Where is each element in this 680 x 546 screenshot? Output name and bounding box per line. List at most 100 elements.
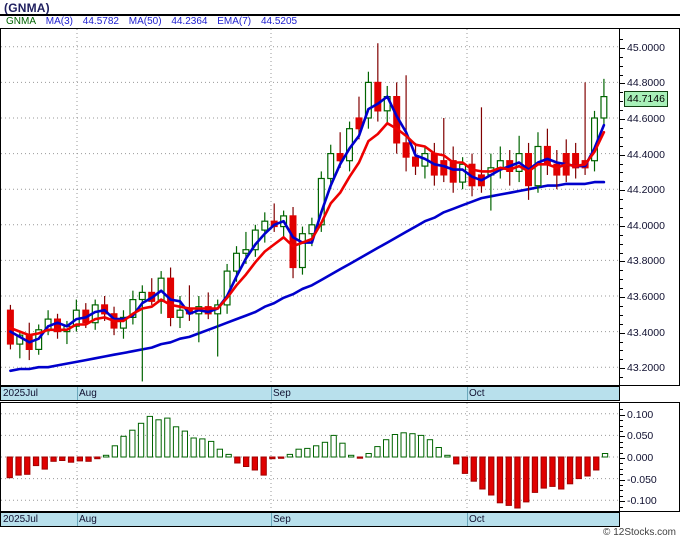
macd-tick-label: 0.050 <box>627 430 654 443</box>
macd-minor-tick <box>620 474 623 476</box>
date-axis-label: Sep <box>273 514 291 525</box>
price-minor-tick <box>620 154 623 156</box>
date-axis-label: Aug <box>79 388 97 399</box>
price-tick-label: 43.8000 <box>627 255 665 268</box>
price-minor-tick <box>620 270 623 272</box>
macd-minor-tick <box>620 485 623 486</box>
price-minor-tick <box>620 101 623 103</box>
macd-minor-tick <box>620 425 623 427</box>
macd-minor-tick <box>620 463 623 465</box>
macd-minor-tick <box>620 431 623 432</box>
price-tick-label: 44.4000 <box>627 148 665 161</box>
price-tick-label: 43.2000 <box>627 362 665 375</box>
macd-chart-panel[interactable] <box>0 402 620 512</box>
legend-ma3-value: 44.5782 <box>82 16 119 27</box>
price-minor-tick <box>620 74 623 76</box>
price-minor-tick <box>620 110 623 112</box>
price-minor-tick <box>620 234 623 236</box>
price-minor-tick <box>620 216 623 218</box>
macd-minor-tick <box>620 506 623 508</box>
price-minor-tick <box>620 297 623 298</box>
macd-tick-label: -0.100 <box>627 495 657 508</box>
price-minor-tick <box>620 119 623 120</box>
price-minor-tick <box>620 172 623 174</box>
macd-tick-label: 0.000 <box>627 452 654 464</box>
price-chart-panel[interactable] <box>0 28 620 386</box>
legend-symbol: GNMA <box>6 16 36 27</box>
price-tick-label: 44.2000 <box>627 184 665 197</box>
legend-ema7-label: EMA(7) <box>217 16 252 27</box>
date-axis-separator <box>77 513 78 526</box>
price-minor-tick <box>620 341 623 343</box>
macd-tick-label: 0.100 <box>627 408 654 421</box>
price-tick-label: 45.0000 <box>627 41 665 54</box>
macd-minor-tick <box>620 447 623 449</box>
price-minor-tick <box>620 359 623 361</box>
price-minor-tick <box>620 56 623 58</box>
date-axis-top: 2025Jul Aug Sep Oct <box>0 386 620 401</box>
price-minor-tick <box>620 323 623 325</box>
legend-ma50-value: 44.2364 <box>171 16 208 27</box>
price-tick-label: 44.0000 <box>627 219 665 232</box>
date-axis-separator <box>271 513 272 526</box>
date-axis-label: Sep <box>273 388 291 399</box>
price-minor-tick <box>620 288 623 290</box>
date-axis-label: Oct <box>469 388 485 399</box>
price-minor-tick <box>620 47 623 49</box>
date-axis-label: Oct <box>469 514 485 525</box>
price-minor-tick <box>620 332 623 334</box>
price-minor-tick <box>620 163 623 165</box>
price-minor-tick <box>620 181 623 183</box>
price-tick-label: 43.4000 <box>627 326 665 339</box>
macd-minor-tick <box>620 414 623 416</box>
price-minor-tick <box>620 377 623 379</box>
title-divider <box>0 14 680 16</box>
macd-axis: 0.100 0.050 0.000 -0.050 -0.100 <box>620 402 680 512</box>
macd-minor-tick <box>620 479 623 481</box>
date-axis-label: 2025Jul <box>3 388 39 399</box>
macd-minor-tick <box>620 458 623 459</box>
price-axis: 45.0000 44.8000 44.6000 44.4000 44.2000 44.00… <box>620 28 680 386</box>
price-minor-tick <box>620 92 623 94</box>
legend-ma3-label: MA(3) <box>45 16 74 27</box>
date-axis-separator <box>467 387 468 400</box>
current-price-badge: 44.7146 <box>624 90 668 107</box>
price-tick-label: 43.6000 <box>627 291 665 303</box>
macd-minor-tick <box>620 436 623 438</box>
price-minor-tick <box>620 208 623 209</box>
macd-minor-tick <box>620 468 623 470</box>
price-minor-tick <box>620 305 623 307</box>
price-minor-tick <box>620 65 623 67</box>
price-minor-tick <box>620 252 623 254</box>
price-minor-tick <box>620 38 623 40</box>
legend-ma50-label: MA(50) <box>128 16 162 27</box>
date-axis-label: Aug <box>79 514 97 525</box>
price-minor-tick <box>620 243 623 245</box>
price-minor-tick <box>620 190 623 192</box>
price-tick-label: 44.6000 <box>627 113 665 125</box>
macd-minor-tick <box>620 452 623 454</box>
macd-minor-tick <box>620 501 623 503</box>
price-minor-tick <box>620 350 623 352</box>
price-minor-tick <box>620 136 623 138</box>
price-tick-label: 44.8000 <box>627 77 665 90</box>
window-title: (GNMA) <box>4 1 50 15</box>
macd-minor-tick <box>620 409 623 411</box>
legend-ema7-value: 44.5205 <box>260 16 298 27</box>
price-minor-tick <box>620 127 623 129</box>
date-axis-separator <box>271 387 272 400</box>
price-minor-tick <box>620 83 623 85</box>
date-axis-label: 2025Jul <box>3 514 39 525</box>
price-minor-tick <box>620 199 623 201</box>
macd-minor-tick <box>620 495 623 497</box>
price-minor-tick <box>620 368 623 370</box>
price-minor-tick <box>620 261 623 263</box>
date-axis-separator <box>467 513 468 526</box>
macd-minor-tick <box>620 420 623 422</box>
chart-legend: GNMA MA(3) 44.5782 MA(50) 44.2364 EMA(7)… <box>6 16 304 27</box>
copyright-notice: © 12Stocks.com <box>603 527 676 538</box>
macd-minor-tick <box>620 490 623 492</box>
date-axis-separator <box>77 387 78 400</box>
macd-minor-tick <box>620 441 623 443</box>
price-minor-tick <box>620 225 623 227</box>
